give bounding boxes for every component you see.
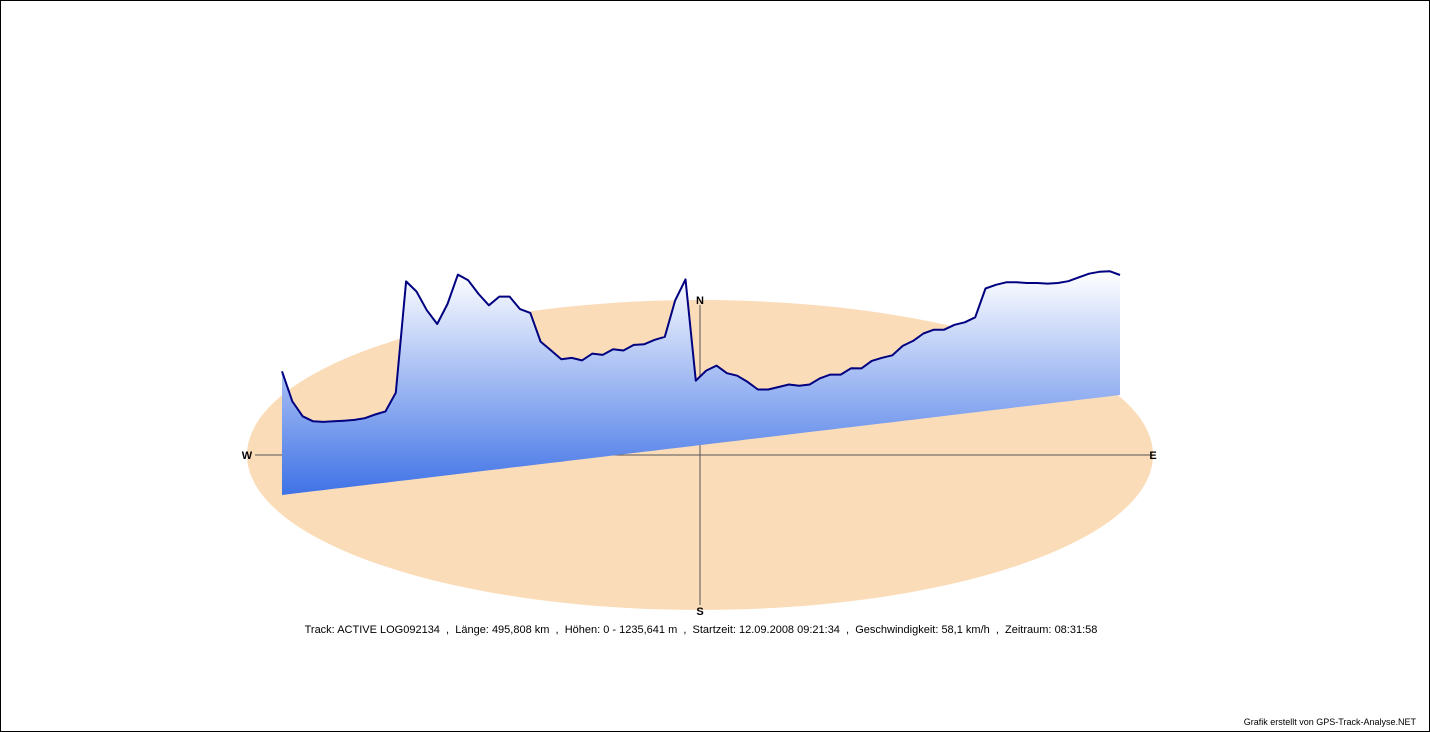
compass-east: E <box>1149 450 1156 462</box>
track-info-caption: Track: ACTIVE LOG092134 , Länge: 495,808… <box>304 624 1098 636</box>
start-label: Startzeit: <box>692 624 736 636</box>
compass-west: W <box>242 450 253 462</box>
duration-value: 08:31:58 <box>1054 624 1098 636</box>
elevation-value: 0 - 1235,641 m <box>603 624 678 636</box>
start-value: 12.09.2008 09:21:34 <box>739 624 840 636</box>
compass-south: S <box>696 606 703 618</box>
length-value: 495,808 km <box>491 624 550 636</box>
track-label: Track: <box>304 624 335 636</box>
profile-line <box>281 270 1121 423</box>
elevation-label: Höhen: <box>564 624 601 636</box>
track-name: ACTIVE LOG092134 <box>337 624 440 636</box>
profile-area <box>282 271 1120 495</box>
speed-value: 58,1 km/h <box>941 624 990 636</box>
duration-label: Zeitraum: <box>1005 624 1052 636</box>
credit-text: Grafik erstellt von GPS-Track-Analyse.NE… <box>1243 717 1416 727</box>
compass-north: N <box>696 295 704 307</box>
length-label: Länge: <box>455 624 489 636</box>
speed-label: Geschwindigkeit: <box>855 624 939 636</box>
